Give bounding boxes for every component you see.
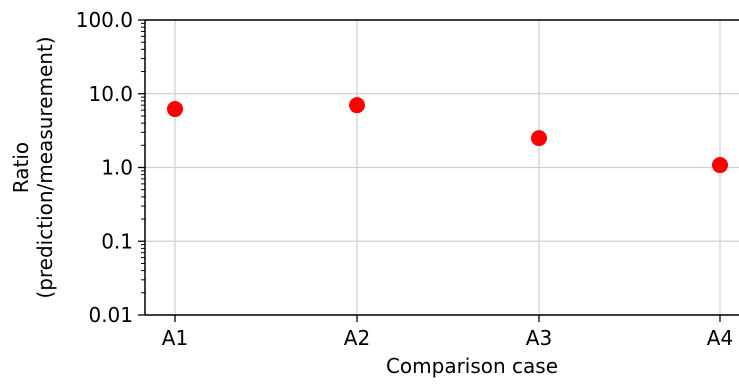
labels-layer: Comparison case Ratio (prediction/measur… [9, 36, 558, 378]
y-tick-label: 0.1 [101, 229, 133, 253]
x-tick-label-a4: A4 [707, 326, 733, 350]
y-axis-label-line1: Ratio [9, 142, 33, 193]
data-point-a1 [167, 101, 183, 118]
y-tick-label: 10.0 [88, 82, 133, 106]
x-tick-label-a3: A3 [526, 326, 552, 350]
data-point-a3 [531, 130, 547, 147]
data-point-a2 [349, 97, 365, 114]
grid-layer [145, 19, 739, 316]
x-axis-label: Comparison case [386, 354, 558, 378]
x-tick-label-a1: A1 [162, 326, 188, 350]
points-layer [167, 97, 728, 174]
data-point-a4 [712, 157, 728, 174]
x-tick-label-a2: A2 [344, 326, 370, 350]
y-tick-label: 0.01 [88, 303, 133, 327]
y-tick-label: 100.0 [76, 8, 133, 32]
y-axis-label-line2: (prediction/measurement) [33, 36, 57, 298]
ticks-layer: 0.01 0.1 1.0 10.0 100.0 A1 A2 A3 A4 [76, 8, 733, 350]
y-tick-label: 1.0 [101, 156, 133, 180]
